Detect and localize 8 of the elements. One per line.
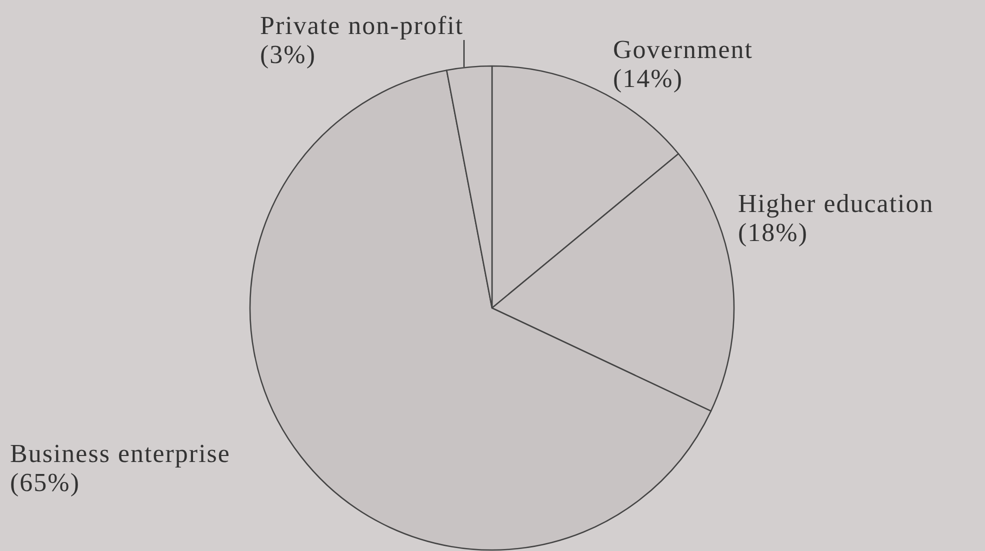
slice-label: Private non-profit [260, 11, 464, 40]
data-label: (65%) [10, 468, 80, 497]
data-label: (14%) [613, 64, 683, 93]
data-label: (18%) [738, 218, 808, 247]
slice-label: Higher education [738, 189, 934, 218]
slice-label: Government [613, 35, 753, 64]
data-label: (3%) [260, 40, 316, 69]
slice-label: Business enterprise [10, 439, 230, 468]
